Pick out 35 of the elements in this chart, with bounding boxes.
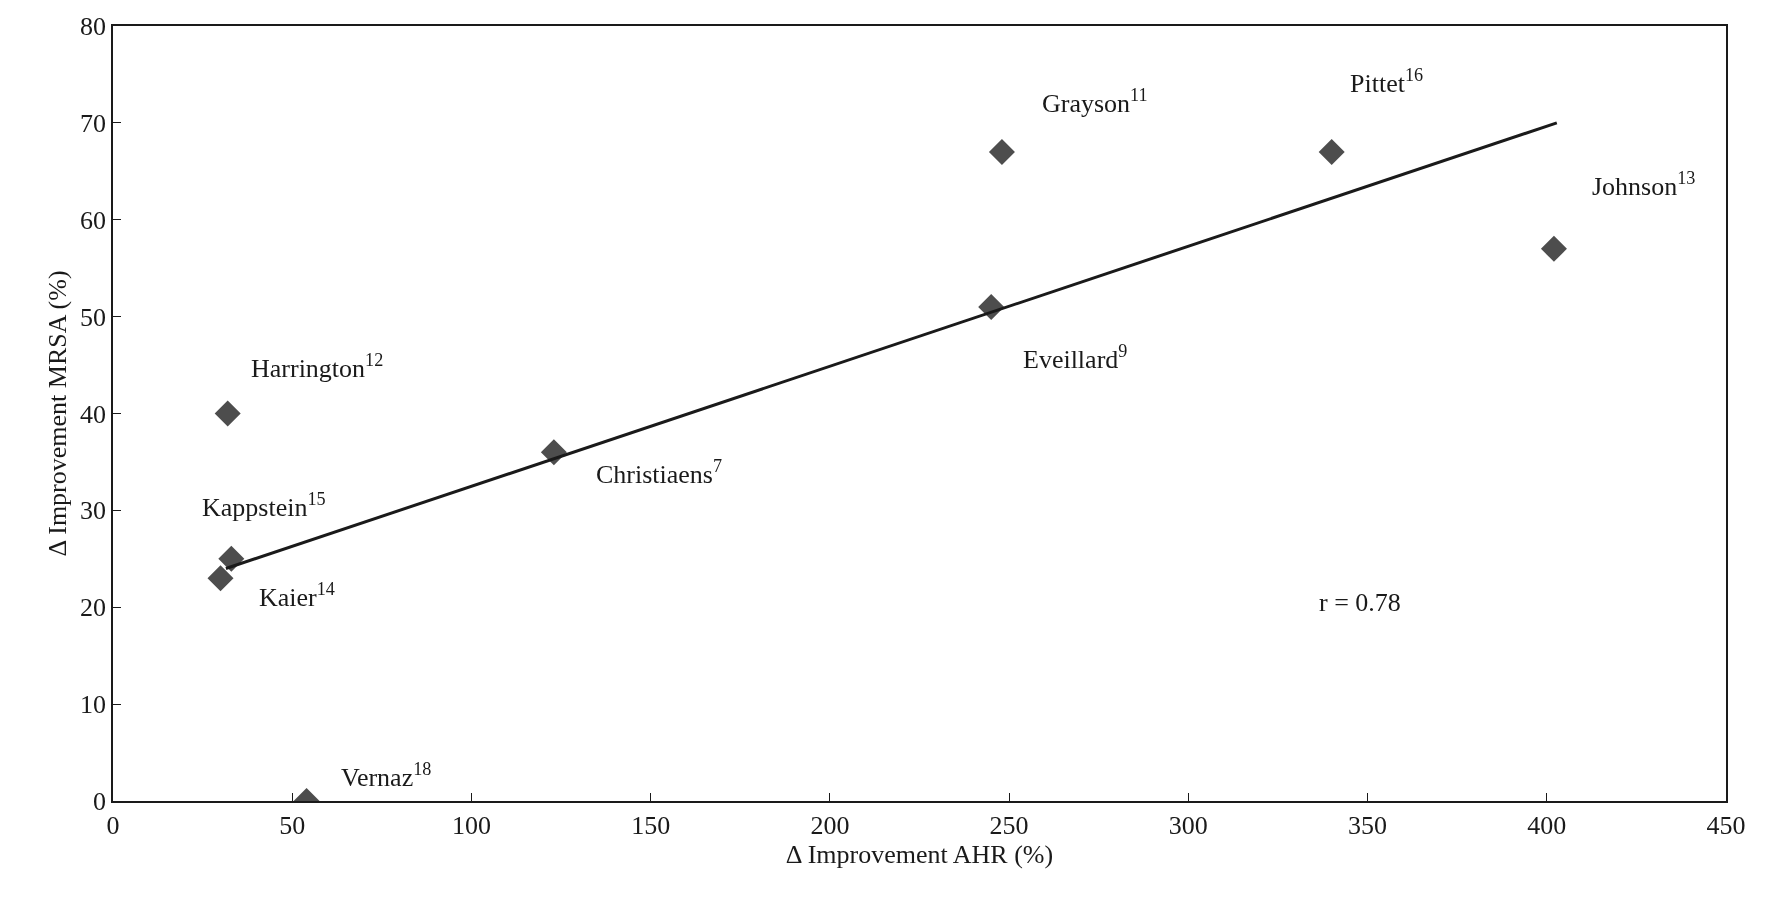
x-tick-label: 400: [1527, 810, 1567, 840]
y-tick-label: 60: [80, 205, 107, 235]
annotation: Grayson$^{11}$: [1042, 85, 1148, 118]
y-axis-title: Δ Improvement MRSA (%): [42, 270, 72, 557]
y-tick-label: 50: [80, 302, 107, 332]
annotation: Harrington$^{12}$: [251, 350, 384, 383]
point: [214, 400, 241, 427]
y-tick-label: 20: [80, 593, 107, 623]
x-tick-label: 450: [1706, 810, 1746, 840]
y-tick-label: 0: [93, 787, 107, 817]
annotation: r = 0.78: [1319, 588, 1401, 617]
y-tick-label: 70: [80, 108, 107, 138]
x-tick-label: 200: [810, 810, 850, 840]
x-tick-label: 150: [631, 810, 671, 840]
y-tick-label: 80: [80, 12, 107, 42]
x-tick-label: 100: [451, 810, 491, 840]
x-tick-label: 350: [1348, 810, 1388, 840]
annotation: Johnson$^{13}$: [1592, 168, 1696, 201]
annotation: Kappstein$^{15}$: [202, 489, 326, 522]
annotation: Vernaz$^{18}$: [341, 759, 432, 792]
point: [207, 565, 234, 592]
x-tick-label: 50: [279, 810, 306, 840]
annotation: Kaier$^{14}$: [259, 579, 335, 612]
x-axis-title: Δ Improvement AHR (%): [785, 839, 1054, 869]
y-tick-label: 30: [80, 496, 107, 526]
point: [988, 138, 1015, 165]
point: [1318, 138, 1345, 165]
x-tick-label: 300: [1168, 810, 1208, 840]
annotation: Pittet$^{16}$: [1350, 65, 1424, 98]
x-tick-label: 250: [989, 810, 1029, 840]
annotation: Eveillard$^{9}$: [1023, 341, 1128, 374]
point: [1540, 235, 1567, 262]
y-tick-label: 10: [80, 690, 107, 720]
y-tick-label: 40: [80, 399, 107, 429]
annotation: Christiaens$^{7}$: [596, 456, 723, 489]
